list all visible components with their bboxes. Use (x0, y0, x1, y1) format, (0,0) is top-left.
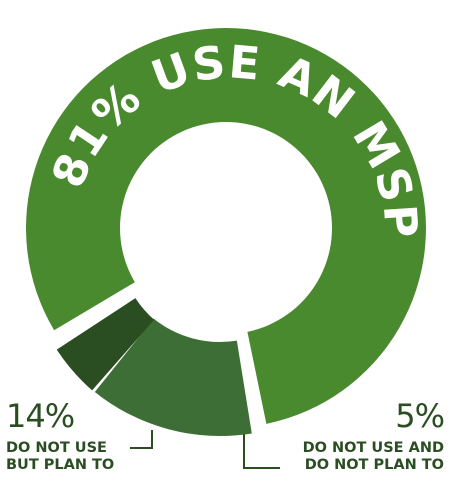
slice-label-14-line1: DO NOT USE (6, 440, 107, 456)
callout-line-5 (243, 434, 280, 469)
slice-label-5-line1: DO NOT USE AND (302, 440, 444, 456)
callout-line-14 (130, 430, 153, 449)
slice-percent-14: 14% (6, 397, 75, 435)
donut-slice-14 (94, 318, 252, 436)
donut-slice-5 (56, 298, 155, 391)
slice-label-14-line2: BUT PLAN TO (6, 457, 115, 473)
slice-label-5-line2: DO NOT PLAN TO (304, 457, 444, 473)
slice-percent-5: 5% (395, 397, 445, 435)
donut-slice-81 (25, 27, 426, 424)
